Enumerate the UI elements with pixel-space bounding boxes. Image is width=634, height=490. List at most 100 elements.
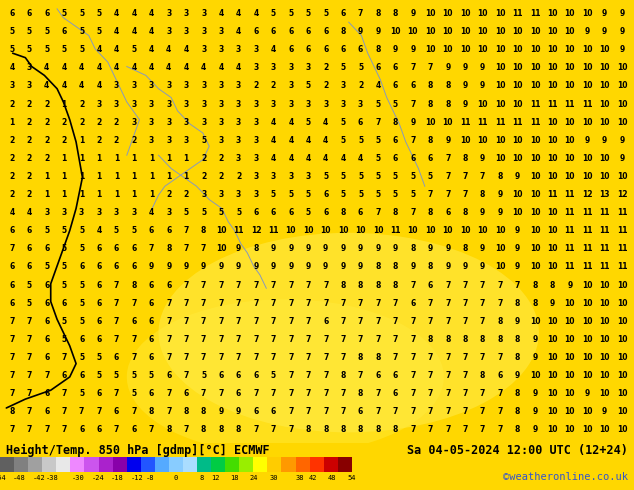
Text: 4: 4	[114, 45, 119, 54]
Text: 8: 8	[393, 425, 398, 435]
Text: 10: 10	[617, 281, 628, 290]
Ellipse shape	[158, 233, 539, 432]
Text: ©weatheronline.co.uk: ©weatheronline.co.uk	[503, 472, 628, 482]
Text: 2: 2	[254, 81, 259, 91]
Text: 7: 7	[271, 281, 276, 290]
Text: 4: 4	[114, 9, 119, 18]
Text: 5: 5	[44, 226, 49, 235]
Bar	[295, 458, 309, 472]
Text: 4: 4	[358, 154, 363, 163]
Text: 4: 4	[236, 9, 241, 18]
Text: 2: 2	[114, 136, 119, 145]
Text: 9: 9	[323, 245, 328, 253]
Text: 9: 9	[515, 263, 520, 271]
Text: 6: 6	[323, 190, 328, 199]
Text: 7: 7	[498, 281, 503, 290]
Text: 7: 7	[445, 371, 450, 380]
Bar	[155, 458, 169, 472]
Text: 10: 10	[582, 407, 593, 416]
Text: 5: 5	[271, 371, 276, 380]
Text: 4: 4	[149, 45, 154, 54]
Text: 3: 3	[219, 99, 224, 108]
Text: 4: 4	[149, 9, 154, 18]
Text: 3: 3	[254, 118, 259, 126]
Text: 5: 5	[79, 281, 84, 290]
Text: 10: 10	[477, 99, 488, 108]
Text: 3: 3	[254, 99, 259, 108]
Text: 10: 10	[599, 281, 610, 290]
Text: 3: 3	[114, 208, 119, 217]
Text: 2: 2	[201, 172, 206, 181]
Text: 3: 3	[358, 99, 363, 108]
Text: 7: 7	[498, 425, 503, 435]
Text: 7: 7	[480, 353, 485, 362]
Text: 5: 5	[201, 208, 206, 217]
Text: -12: -12	[131, 475, 143, 481]
Text: 10: 10	[495, 154, 505, 163]
Text: 6: 6	[254, 407, 259, 416]
Text: 6: 6	[393, 136, 398, 145]
Text: 9: 9	[288, 263, 294, 271]
Text: 3: 3	[271, 99, 276, 108]
Text: 8: 8	[393, 9, 398, 18]
Text: 10: 10	[617, 299, 628, 308]
Text: 8: 8	[340, 425, 346, 435]
Text: 10: 10	[599, 63, 610, 73]
Text: 10: 10	[529, 245, 540, 253]
Text: 6: 6	[44, 245, 49, 253]
Text: 6: 6	[166, 226, 171, 235]
Text: 8: 8	[498, 317, 503, 326]
Text: 11: 11	[617, 263, 628, 271]
Text: 5: 5	[96, 27, 101, 36]
Text: 6: 6	[131, 263, 136, 271]
Text: 11: 11	[582, 245, 593, 253]
Text: 10: 10	[477, 136, 488, 145]
Text: 6: 6	[184, 389, 189, 398]
Text: 6: 6	[393, 81, 398, 91]
Text: 7: 7	[323, 299, 328, 308]
Text: 3: 3	[149, 136, 154, 145]
Text: 11: 11	[564, 190, 575, 199]
Text: 7: 7	[61, 425, 67, 435]
Text: 3: 3	[219, 190, 224, 199]
Text: 18: 18	[230, 475, 239, 481]
Text: 9: 9	[533, 407, 538, 416]
Text: 3: 3	[61, 208, 67, 217]
Text: 5: 5	[10, 27, 15, 36]
Text: 10: 10	[617, 389, 628, 398]
Text: 6: 6	[79, 425, 84, 435]
Text: 11: 11	[599, 226, 610, 235]
Text: 10: 10	[599, 389, 610, 398]
Text: 2: 2	[27, 190, 32, 199]
Text: 7: 7	[480, 389, 485, 398]
Text: 6: 6	[288, 208, 294, 217]
Text: 10: 10	[547, 45, 558, 54]
Text: 8: 8	[375, 353, 380, 362]
Text: 7: 7	[463, 190, 468, 199]
Bar	[254, 458, 268, 472]
Text: 4: 4	[340, 154, 346, 163]
Text: 7: 7	[184, 245, 189, 253]
Text: 6: 6	[149, 353, 154, 362]
Text: 3: 3	[44, 208, 49, 217]
Text: 5: 5	[358, 136, 363, 145]
Text: 6: 6	[79, 371, 84, 380]
Text: 8: 8	[515, 335, 520, 344]
Text: 10: 10	[443, 27, 453, 36]
Text: 7: 7	[27, 371, 32, 380]
Text: 10: 10	[617, 118, 628, 126]
Text: 7: 7	[79, 407, 84, 416]
Text: 3: 3	[10, 81, 15, 91]
Text: 7: 7	[358, 335, 363, 344]
Text: 11: 11	[512, 118, 523, 126]
Text: 6: 6	[306, 45, 311, 54]
Text: 6: 6	[96, 299, 101, 308]
Text: 2: 2	[79, 118, 84, 126]
Text: 2: 2	[27, 172, 32, 181]
Text: 7: 7	[184, 353, 189, 362]
Text: 9: 9	[358, 263, 363, 271]
Text: 6: 6	[393, 154, 398, 163]
Text: 9: 9	[445, 136, 450, 145]
Text: 3: 3	[236, 118, 241, 126]
Text: 10: 10	[303, 226, 314, 235]
